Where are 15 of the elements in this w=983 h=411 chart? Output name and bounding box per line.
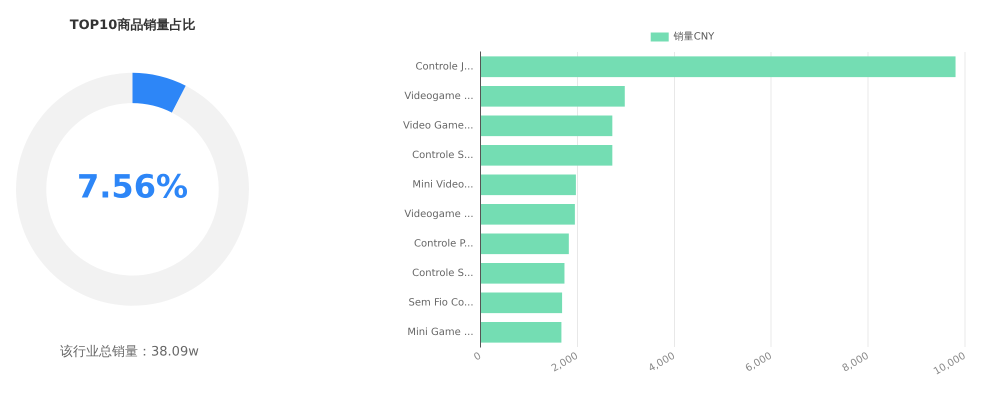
y-tick-label: Videogame ... [404, 90, 474, 102]
x-tick-label: 0 [472, 350, 484, 364]
y-tick-label: Mini Game ... [407, 326, 474, 338]
legend-label: 销量CNY [672, 32, 716, 43]
y-tick-label: Videogame ... [404, 208, 474, 220]
y-tick-label: Controle J... [416, 61, 474, 72]
text: 该行业总销量：38.09w [60, 343, 200, 360]
y-tick-label: Mini Video... [412, 179, 474, 190]
chart-title: TOP10商品销量占比 [70, 17, 196, 34]
y-tick-label: Controle S... [412, 268, 474, 279]
y-tick-label: Sem Fio Co... [408, 297, 474, 308]
y-tick-label: Video Game... [402, 120, 474, 132]
y-tick-label: Controle S... [412, 150, 474, 161]
y-tick-label: Controle P... [414, 238, 474, 250]
data-label: 7.56% [76, 168, 188, 206]
